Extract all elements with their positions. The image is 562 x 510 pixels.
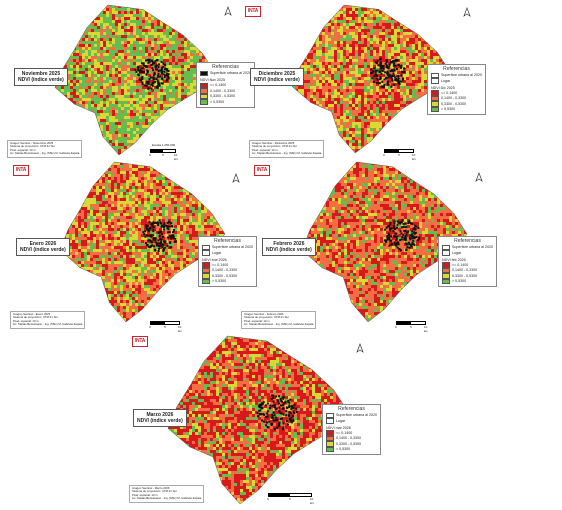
- ndvi-map-panel-0: [55, 5, 215, 155]
- inta-logo-noviembre: INTA: [245, 6, 261, 17]
- map-title-marzo: Marzo 2026 NDVI (índice verde): [133, 409, 187, 427]
- legend-febrero: Referencias Superficie urbana al 2020 Lu…: [438, 236, 497, 288]
- metadata-febrero: Imagen Sentinel - Febrero 2026 Sistema de…: [241, 311, 317, 329]
- map-title-diciembre: Diciembre 2025 NDVI (índice verde): [250, 68, 304, 86]
- map-title-febrero: Febrero 2026 NDVI (índice verde): [262, 238, 316, 256]
- metadata-enero: Imagen Sentinel - Enero 2026 Sistema de p…: [10, 311, 86, 329]
- north-arrow-icon: [463, 7, 471, 17]
- scale-bar-marzo: 0 5 10 km: [267, 493, 314, 505]
- scale-bar-febrero: 0 5 10 km: [395, 321, 428, 333]
- district-outline-2: [59, 161, 226, 323]
- district-outline-3: [301, 161, 468, 323]
- north-arrow-icon: [356, 343, 364, 353]
- scale-bar-diciembre: 0 5 10 km: [383, 149, 416, 161]
- ndvi-map-panel-4: [168, 336, 348, 504]
- metadata-noviembre: Imagen Sentinel - Noviembre 2025 Sistema …: [7, 140, 83, 158]
- map-title-noviembre: Noviembre 2025 NDVI (índice verde): [14, 68, 68, 86]
- scale-bar-noviembre: 0 5 10 km: [149, 149, 178, 161]
- legend-enero: Referencias Superficie urbana al 2020 Lu…: [198, 236, 257, 288]
- scale-text-noviembre: Escala 1:250.000: [152, 143, 176, 147]
- map-title-enero: Enero 2026 NDVI (índice verde): [16, 238, 70, 256]
- inta-logo-diciembre: INTA: [13, 165, 29, 176]
- legend-marzo: Referencias Superficie urbana al 2020 Lu…: [322, 404, 381, 456]
- metadata-diciembre: Imagen Sentinel - Diciembre 2025 Sistema …: [249, 140, 325, 158]
- north-arrow-icon: [224, 6, 232, 16]
- legend-noviembre: Referencias Superficie urbana al 2020 ND…: [196, 62, 255, 108]
- inta-logo-febrero: INTA: [132, 336, 148, 347]
- legend-diciembre: Referencias Superficie urbana al 2020 Lu…: [427, 64, 486, 116]
- north-arrow-icon: [232, 173, 240, 183]
- inta-logo-enero: INTA: [254, 165, 270, 176]
- metadata-marzo: Imagen Sentinel - Marzo 2026 Sistema de p…: [129, 485, 205, 503]
- scale-bar-enero: 0 5 10 km: [149, 321, 182, 333]
- north-arrow-icon: [475, 172, 483, 182]
